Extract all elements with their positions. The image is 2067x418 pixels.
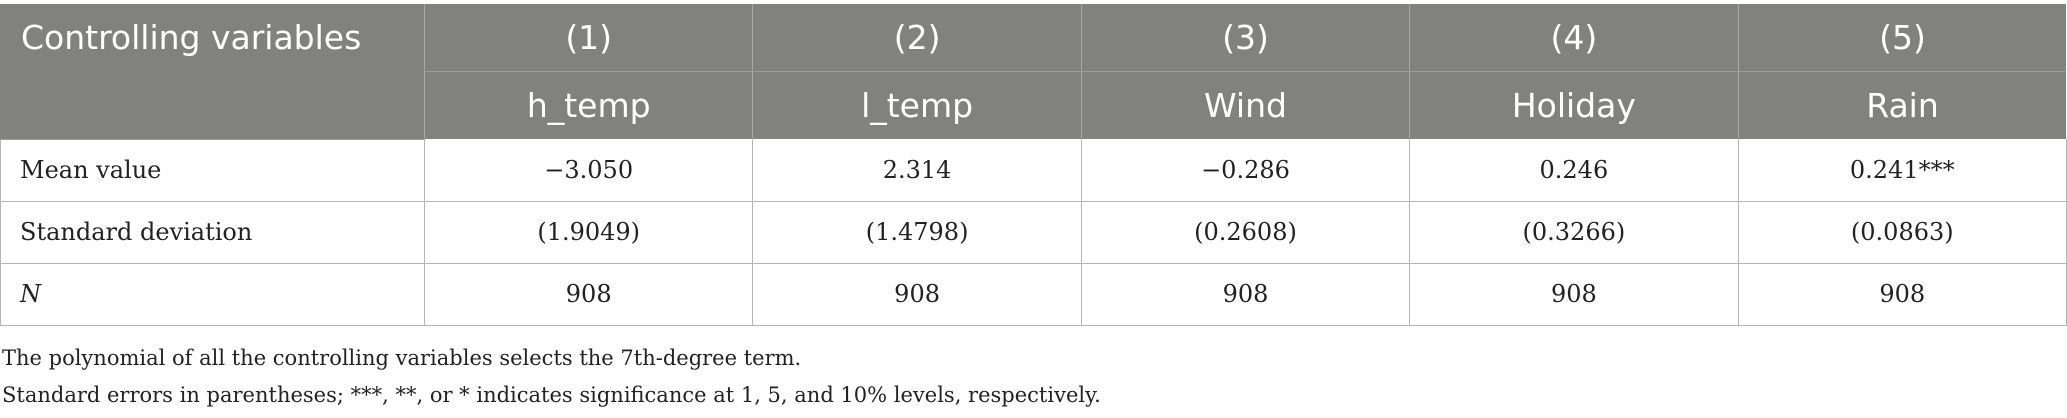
table-cell: (1.4798)	[752, 201, 1082, 264]
column-number-3: (3)	[1080, 4, 1410, 72]
table-cell: (0.0863)	[1737, 201, 2067, 264]
table-note: Standard errors in parentheses; ***, **,…	[2, 383, 1101, 407]
column-name-2: l_temp	[752, 71, 1082, 139]
row-label: N	[0, 263, 425, 326]
column-number-5: (5)	[1737, 4, 2067, 72]
table-cell: 908	[1737, 263, 2067, 326]
table-cell: −3.050	[423, 139, 753, 202]
column-name-1: h_temp	[423, 71, 753, 139]
row-label: Mean value	[0, 139, 425, 202]
results-table-container: Controlling variables (1) (2) (3) (4) (5…	[0, 4, 2067, 326]
table-cell: 0.246	[1409, 139, 1739, 202]
column-number-4: (4)	[1409, 4, 1739, 72]
table-cell: 908	[752, 263, 1082, 326]
table-cell: 2.314	[752, 139, 1082, 202]
header-row-numbers: Controlling variables (1) (2) (3) (4) (5…	[0, 4, 2067, 140]
table-cell: 908	[1080, 263, 1410, 326]
table-cell: 908	[1409, 263, 1739, 326]
table-note: The polynomial of all the controlling va…	[2, 346, 802, 370]
table-cell: −0.286	[1080, 139, 1410, 202]
table-row: Standard deviation (1.9049) (1.4798) (0.…	[0, 201, 2067, 264]
table-body: Mean value −3.050 2.314 −0.286 0.246 0.2…	[0, 139, 2067, 326]
table-header: Controlling variables (1) (2) (3) (4) (5…	[0, 4, 2067, 140]
results-table: Controlling variables (1) (2) (3) (4) (5…	[0, 4, 2067, 326]
table-notes: The polynomial of all the controlling va…	[2, 340, 1101, 414]
column-number-2: (2)	[752, 4, 1082, 72]
table-cell: (0.3266)	[1409, 201, 1739, 264]
column-name-3: Wind	[1080, 71, 1410, 139]
table-row: Mean value −3.050 2.314 −0.286 0.246 0.2…	[0, 139, 2067, 202]
table-row: N 908 908 908 908 908	[0, 263, 2067, 326]
corner-label: Controlling variables	[0, 4, 425, 140]
header-row-names: h_temp l_temp Wind Holiday Rain	[1, 71, 2067, 139]
table-cell: 0.241***	[1737, 139, 2067, 202]
column-name-4: Holiday	[1409, 71, 1739, 139]
column-name-5: Rain	[1737, 71, 2067, 139]
column-number-1: (1)	[423, 4, 753, 72]
table-cell: 908	[423, 263, 753, 326]
table-cell: (1.9049)	[423, 201, 753, 264]
table-cell: (0.2608)	[1080, 201, 1410, 264]
row-label: Standard deviation	[0, 201, 425, 264]
